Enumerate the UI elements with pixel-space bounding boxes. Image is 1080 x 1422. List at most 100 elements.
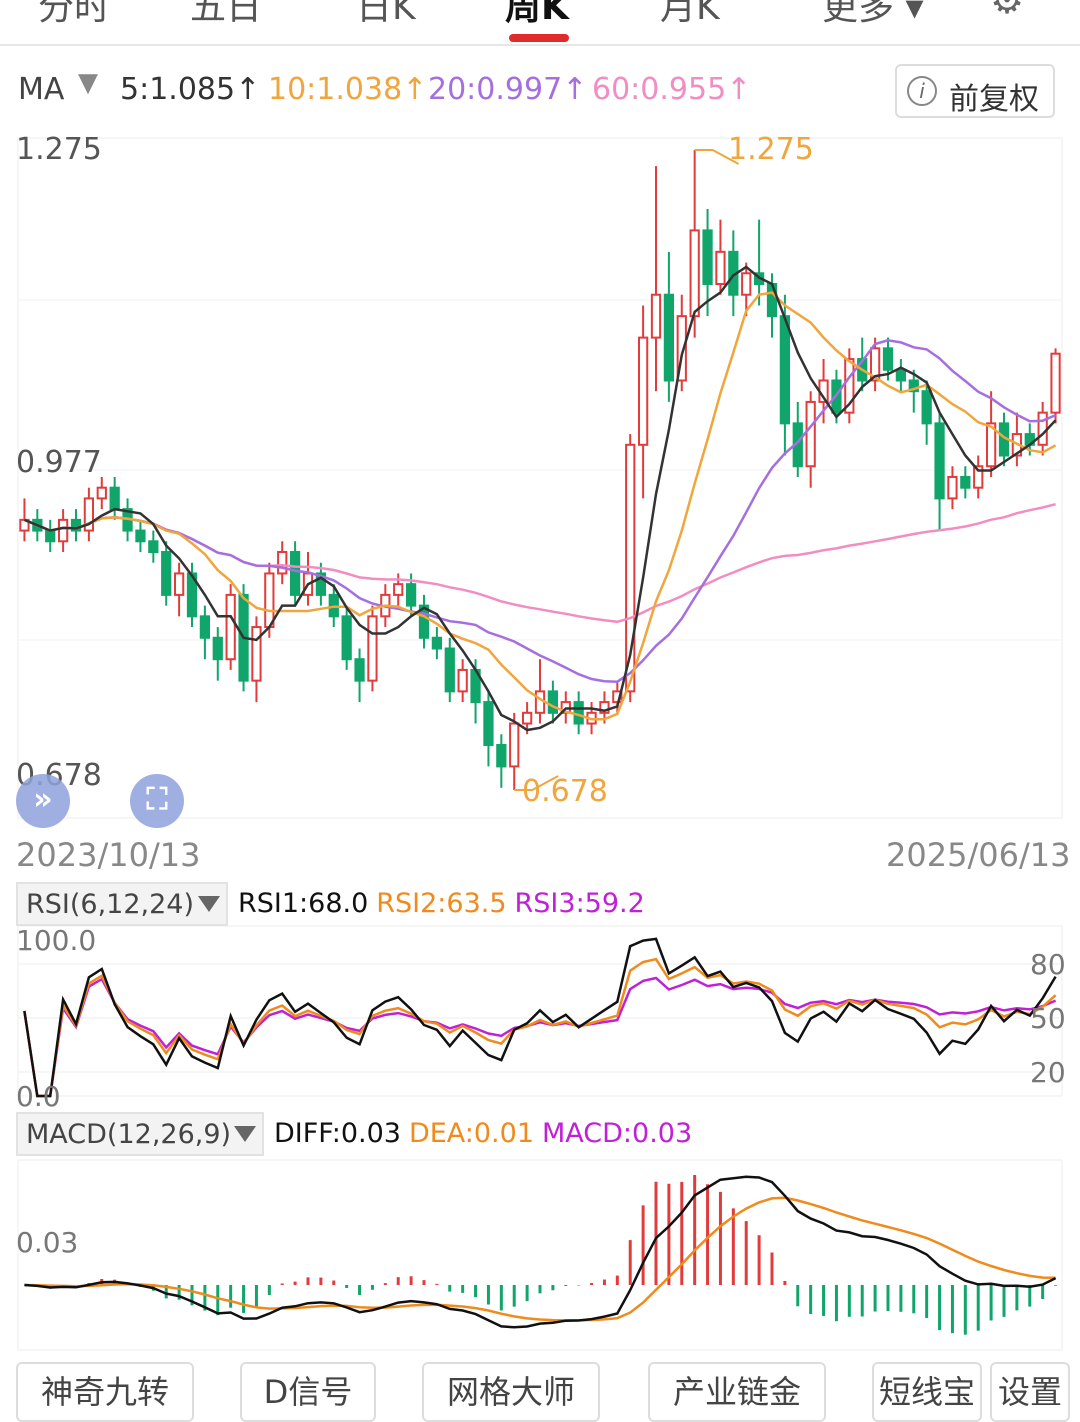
candle-body	[921, 390, 932, 425]
rsi-level-80: 80	[1030, 948, 1066, 981]
ma10-line	[23, 291, 1057, 721]
price-panel-frame	[17, 137, 1063, 819]
ma5-line	[23, 265, 1057, 732]
gear-icon[interactable]: ⚙	[990, 0, 1025, 22]
chevron-down-icon	[198, 896, 220, 912]
candle-body	[264, 572, 275, 629]
ma5-value: 5:1.085↑	[120, 72, 261, 107]
tab-five-day[interactable]: 五日	[190, 0, 263, 28]
low-annotation: 0.678	[522, 774, 608, 809]
info-icon: i	[907, 76, 937, 106]
candle-body	[573, 701, 584, 725]
tab-more[interactable]: 更多 ▾	[822, 0, 924, 28]
candle-body	[148, 540, 159, 554]
candle-body	[161, 551, 172, 596]
rsi3-value: RSI3:59.2	[514, 888, 645, 919]
tab-intraday[interactable]: 分时	[38, 0, 111, 28]
candle-body	[947, 475, 958, 500]
macd-panel-frame	[17, 1159, 1063, 1351]
candle-body	[418, 604, 430, 639]
candle-body	[637, 336, 649, 446]
macd-value: MACD:0.03	[542, 1118, 693, 1149]
rsi-values: RSI1:68.0 RSI2:63.5 RSI3:59.2	[238, 888, 653, 919]
candle-body	[45, 529, 56, 543]
macd-values: DIFF:0.03 DEA:0.01 MACD:0.03	[274, 1118, 700, 1149]
end-date: 2025/06/13	[886, 836, 1071, 874]
candle-body	[715, 250, 726, 286]
candle-body	[277, 551, 288, 575]
candle-body	[1037, 411, 1048, 446]
candle-body	[521, 711, 533, 725]
high-marker-line	[694, 149, 740, 165]
tab-weekly-k[interactable]: 周K	[505, 0, 569, 28]
candle-body	[341, 615, 352, 661]
period-tabs: 分时 五日 日K 周K 月K 更多 ▾ ⚙	[0, 0, 1080, 46]
candle-body	[405, 583, 417, 607]
candle-body	[869, 347, 881, 382]
rsi-axis-top: 100.0	[16, 924, 97, 957]
adjust-button[interactable]: i 前复权	[895, 64, 1055, 118]
short-term-button[interactable]: 短线宝	[872, 1362, 982, 1422]
tab-daily-k[interactable]: 日K	[356, 0, 416, 28]
ma20-value: 20:0.997↑	[428, 72, 588, 107]
expand-panel-icon[interactable]: »	[16, 774, 70, 828]
price-axis-top: 1.275	[16, 132, 102, 167]
candle-body	[650, 293, 662, 339]
candle-body	[225, 593, 236, 661]
candle-body	[199, 615, 211, 639]
candle-body	[431, 636, 443, 650]
industry-chain-button[interactable]: 产业链金	[648, 1362, 826, 1422]
rsi3-line	[23, 976, 1057, 1098]
candle-body	[367, 615, 378, 682]
candle-body	[960, 475, 971, 489]
ma60-value: 60:0.955↑	[592, 72, 752, 107]
candle-body	[985, 422, 997, 468]
candle-body	[315, 572, 327, 596]
high-annotation: 1.275	[728, 132, 814, 167]
candle-body	[289, 551, 301, 596]
candle-body	[663, 293, 675, 382]
start-date: 2023/10/13	[16, 836, 201, 874]
macd-selector-label: MACD(12,26,9)	[26, 1119, 232, 1150]
candle-body	[509, 722, 520, 768]
candle-body	[547, 690, 559, 714]
candle-body	[689, 229, 700, 318]
candle-body	[109, 486, 120, 511]
rsi-level-50: 50	[1030, 1002, 1066, 1035]
settings-button[interactable]: 设置	[990, 1362, 1070, 1422]
d-signal-button[interactable]: D信号	[240, 1362, 376, 1422]
fullscreen-icon[interactable]: ⛶	[130, 774, 184, 828]
rsi2-line	[23, 957, 1057, 1098]
ma-selector-label[interactable]: MA	[18, 72, 65, 107]
rsi-selector[interactable]: RSI(6,12,24)	[16, 882, 228, 926]
rsi-axis-bottom: 0.0	[16, 1080, 61, 1113]
macd-selector[interactable]: MACD(12,26,9)	[16, 1112, 264, 1156]
candle-body	[779, 315, 791, 425]
candle-body	[676, 315, 687, 382]
tab-monthly-k[interactable]: 月K	[660, 0, 720, 28]
candle-body	[212, 636, 223, 661]
rsi2-value: RSI2:63.5	[376, 888, 507, 919]
ma10-value: 10:1.038↑	[268, 72, 428, 107]
chevron-down-icon	[234, 1126, 256, 1142]
rsi1-line	[23, 937, 1057, 1098]
magic-nine-button[interactable]: 神奇九转	[16, 1362, 194, 1422]
adjust-button-label: 前复权	[949, 82, 1039, 117]
candle-body	[135, 529, 146, 543]
candle-body	[805, 400, 816, 468]
candle-body	[251, 626, 262, 682]
candle-body	[882, 347, 894, 371]
grid-master-button[interactable]: 网格大师	[422, 1362, 600, 1422]
ma20-line	[23, 339, 1057, 683]
candle-body	[83, 497, 95, 532]
candle-body	[96, 486, 107, 500]
candle-body	[934, 422, 945, 500]
candle-body	[354, 658, 365, 682]
diff-line	[24, 1175, 1057, 1329]
dea-line	[24, 1196, 1056, 1322]
candle-body	[973, 465, 984, 489]
candle-body	[908, 379, 919, 393]
low-marker-line	[514, 775, 559, 791]
ma-dropdown-icon[interactable]: ▼	[78, 68, 98, 98]
